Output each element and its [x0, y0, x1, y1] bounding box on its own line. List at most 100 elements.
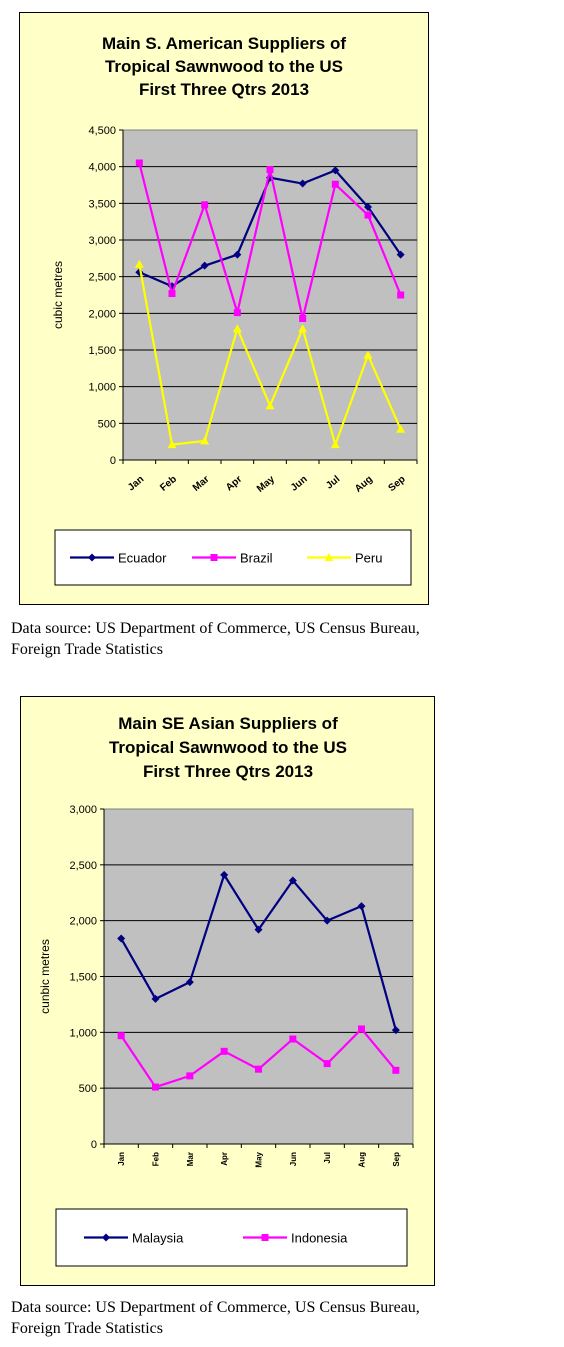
y-axis-label: cunbic metres	[38, 939, 52, 1014]
data-point-ecuador	[364, 203, 372, 211]
data-point-indonesia	[358, 1025, 365, 1033]
series-peru	[134, 259, 406, 449]
x-tick-label: May	[255, 474, 277, 495]
x-tick-label: Apr	[220, 1152, 229, 1166]
y-tick-label: 1,000	[88, 382, 116, 394]
x-tick-label: Mar	[186, 1152, 195, 1166]
x-tick-label: Feb	[158, 474, 179, 494]
y-tick-label: 1,000	[69, 1027, 97, 1039]
y-tick-label: 3,000	[69, 804, 97, 816]
y-tick-label: 2,000	[88, 308, 116, 320]
data-point-peru	[396, 424, 406, 433]
chart-1-panel: Main S. American Suppliers of Tropical Sa…	[19, 12, 429, 605]
x-tick-label: Jan	[117, 1152, 126, 1166]
legend-marker	[102, 1233, 110, 1242]
chart-title-line: Tropical Sawnwood to the US	[109, 738, 347, 757]
data-point-brazil	[266, 166, 274, 174]
chart-1-svg: Main S. American Suppliers of Tropical Sa…	[51, 34, 418, 586]
y-tick-label: 3,500	[88, 198, 116, 210]
data-point-peru	[330, 440, 340, 449]
legend-marker	[88, 553, 96, 562]
data-point-malaysia	[151, 994, 160, 1003]
legend-marker	[261, 1234, 269, 1241]
data-point-malaysia	[185, 978, 194, 987]
chart-title-line: First Three Qtrs 2013	[139, 80, 309, 99]
x-tick-label: Jul	[323, 1152, 332, 1164]
data-point-ecuador	[331, 166, 340, 175]
y-tick-label: 0	[110, 455, 116, 467]
data-point-malaysia	[357, 902, 366, 911]
chart-2-svg: Main SE Asian Suppliers of Tropical Sawnw…	[38, 714, 414, 1267]
data-point-peru	[363, 350, 373, 359]
y-tick-label: 3,000	[88, 235, 116, 247]
y-tick-label: 2,500	[88, 272, 116, 284]
data-source-1: Data source: US Department of Commerce, …	[11, 618, 561, 660]
data-point-brazil	[364, 211, 372, 219]
data-point-indonesia	[152, 1083, 159, 1091]
data-point-peru	[298, 324, 308, 333]
x-tick-label: Jan	[126, 474, 146, 494]
legend-marker	[324, 553, 334, 561]
data-point-brazil	[168, 290, 176, 298]
x-tick-label: Sep	[386, 474, 407, 494]
series-malaysia	[117, 870, 400, 1035]
data-point-peru	[232, 324, 242, 333]
legend-label: Peru	[355, 551, 382, 566]
data-point-malaysia	[323, 916, 332, 925]
data-point-brazil	[135, 159, 143, 167]
data-point-indonesia	[392, 1066, 400, 1074]
data-point-malaysia	[391, 1026, 400, 1035]
chart-title-line: First Three Qtrs 2013	[143, 762, 313, 781]
x-tick-label: Aug	[353, 474, 375, 495]
data-point-brazil	[299, 314, 307, 322]
legend-marker	[210, 554, 218, 561]
x-tick-label: Jun	[289, 1152, 298, 1166]
data-point-peru	[265, 401, 275, 410]
data-source-1-line1: Data source: US Department of Commerce, …	[11, 620, 420, 637]
legend-label: Malaysia	[132, 1231, 184, 1246]
data-point-malaysia	[220, 870, 229, 879]
y-tick-label: 4,000	[88, 162, 116, 174]
series-brazil	[135, 159, 405, 322]
data-point-peru	[167, 440, 177, 449]
data-point-indonesia	[323, 1060, 331, 1068]
data-point-malaysia	[254, 925, 263, 934]
x-tick-label: Feb	[152, 1152, 161, 1166]
data-point-indonesia	[186, 1072, 194, 1080]
y-axis-label: cubic metres	[51, 261, 65, 329]
legend-label: Brazil	[240, 551, 273, 566]
data-source-1-line2: Foreign Trade Statistics	[11, 641, 164, 658]
data-point-malaysia	[117, 934, 126, 943]
data-point-ecuador	[135, 268, 144, 277]
chart-title-line: Main S. American Suppliers of	[102, 34, 346, 53]
legend-label: Ecuador	[118, 551, 167, 566]
data-point-indonesia	[255, 1065, 262, 1073]
y-tick-label: 0	[91, 1139, 97, 1151]
data-point-peru	[200, 436, 210, 445]
data-point-brazil	[233, 309, 241, 317]
x-tick-label: Apr	[224, 474, 244, 494]
data-source-2: Data source: US Department of Commerce, …	[11, 1297, 561, 1339]
data-source-2-line1: Data source: US Department of Commerce, …	[11, 1299, 420, 1316]
x-tick-label: Jul	[324, 474, 342, 492]
x-tick-label: Aug	[358, 1152, 367, 1168]
y-tick-label: 500	[98, 418, 116, 430]
legend-label: Indonesia	[291, 1231, 348, 1246]
data-point-indonesia	[289, 1035, 297, 1043]
x-tick-label: Mar	[191, 474, 212, 494]
data-point-indonesia	[220, 1047, 228, 1055]
x-tick-label: Jun	[289, 474, 310, 494]
y-tick-label: 2,000	[69, 916, 97, 928]
y-tick-label: 500	[79, 1083, 97, 1095]
x-tick-label: Sep	[392, 1152, 401, 1167]
data-point-ecuador	[396, 250, 405, 259]
data-point-peru	[134, 259, 144, 268]
data-point-brazil	[201, 201, 209, 209]
data-point-malaysia	[288, 876, 297, 885]
chart-title-line: Tropical Sawnwood to the US	[105, 57, 343, 76]
data-point-ecuador	[233, 250, 242, 259]
y-tick-label: 1,500	[88, 345, 116, 357]
chart-title-line: Main SE Asian Suppliers of	[118, 714, 338, 733]
chart-2-panel: Main SE Asian Suppliers of Tropical Sawnw…	[20, 696, 435, 1286]
data-point-ecuador	[298, 179, 307, 188]
